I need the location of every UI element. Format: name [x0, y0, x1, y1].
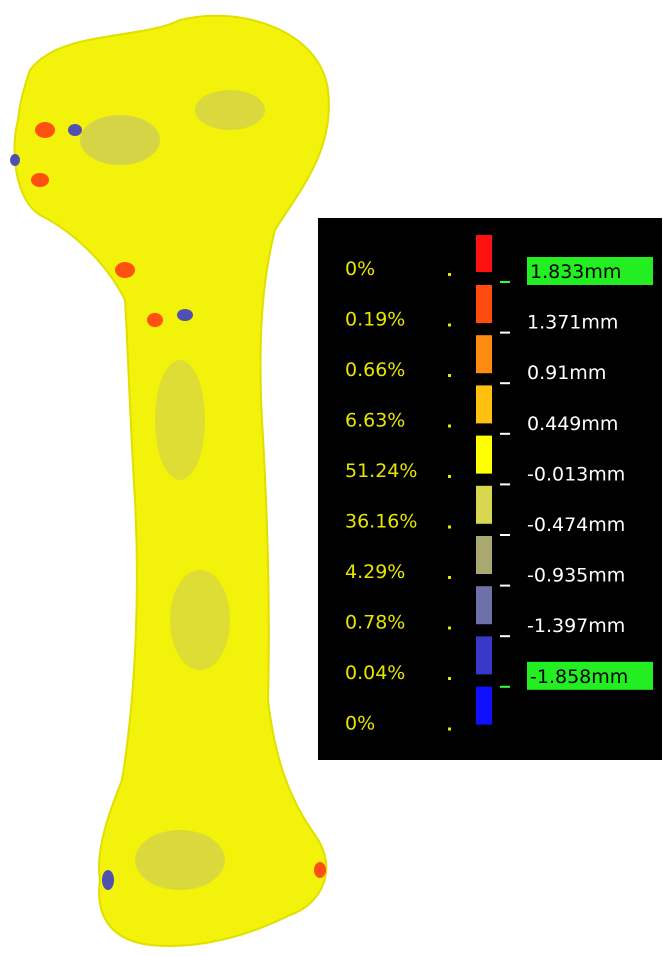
color-swatch [476, 687, 492, 725]
color-swatch [476, 335, 492, 373]
tick [500, 686, 510, 688]
tick [500, 281, 510, 283]
color-swatch [476, 536, 492, 574]
color-swatch [476, 436, 492, 474]
dot [448, 677, 451, 680]
color-swatch [476, 586, 492, 624]
figure: 0% 0.19% 0.66% 6.63% 51.24% 36.16% 4.29% 0.78% 0… [0, 0, 670, 956]
threshold-label: -1.858mm [530, 666, 628, 688]
threshold-label: 1.833mm [530, 261, 621, 283]
dot [448, 324, 451, 327]
threshold-label: -0.935mm [527, 565, 625, 587]
percentage-label: 51.24% [345, 460, 417, 482]
percentage-label: 36.16% [345, 511, 417, 533]
threshold-label: 0.449mm [527, 413, 618, 435]
tick [500, 585, 510, 587]
percentage-label: 0% [345, 713, 375, 735]
color-swatch [476, 486, 492, 524]
dot [448, 273, 451, 276]
color-swatch [476, 285, 492, 323]
percentage-label: 0.19% [345, 309, 405, 331]
tick [500, 332, 510, 334]
dot [448, 576, 451, 579]
threshold-label: 0.91mm [527, 362, 606, 384]
tick [500, 382, 510, 384]
percentage-label: 0.66% [345, 359, 405, 381]
percentage-label: 0% [345, 258, 375, 280]
dot [448, 374, 451, 377]
percentage-label: 0.78% [345, 612, 405, 634]
percentage-label: 4.29% [345, 561, 405, 583]
tick [500, 635, 510, 637]
dot [448, 526, 451, 529]
tick [500, 483, 510, 485]
dot [448, 425, 451, 428]
color-swatch [476, 636, 492, 674]
tick [500, 433, 510, 435]
threshold-label: -1.397mm [527, 615, 625, 637]
percentage-label: 6.63% [345, 410, 405, 432]
dot [448, 475, 451, 478]
dot [448, 728, 451, 731]
tick [500, 534, 510, 536]
dot [448, 627, 451, 630]
figure-canvas: 0% 0.19% 0.66% 6.63% 51.24% 36.16% 4.29% 0.78% 0… [0, 0, 670, 956]
percentage-label: 0.04% [345, 662, 405, 684]
threshold-label: -0.474mm [527, 514, 625, 536]
bone-model [10, 16, 329, 946]
color-swatch [476, 235, 492, 272]
threshold-label: -0.013mm [527, 463, 625, 485]
color-swatch [476, 385, 492, 423]
threshold-label: 1.371mm [527, 312, 618, 334]
